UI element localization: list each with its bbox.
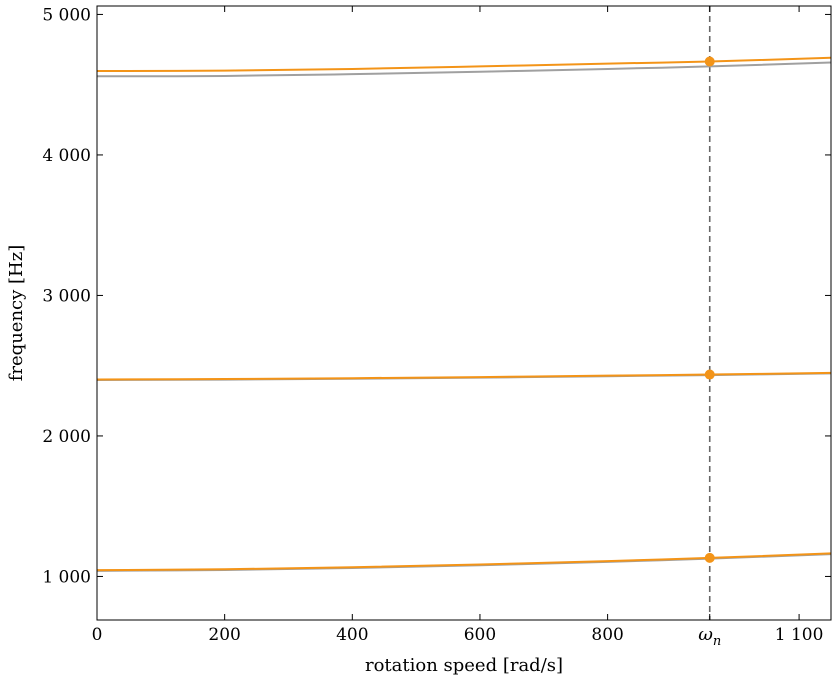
plot-area [97, 6, 831, 620]
ticks-layer: 0 200 400 600 800 ωn 1 100 1 000 2 000 3 000 4 000… [42, 5, 831, 649]
x-tick-label: 0 [92, 625, 103, 645]
series-line-2 [97, 56, 831, 73]
plot-layer [97, 6, 831, 620]
data-point-marker-3 [704, 552, 715, 563]
x-axis-label: rotation speed [rad/s] [365, 655, 563, 676]
x-tick-label: 800 [591, 625, 623, 645]
x-tick-label: 600 [464, 625, 496, 645]
series-line-6 [97, 552, 831, 572]
data-point-marker-2 [704, 369, 715, 380]
x-tick-label: 200 [208, 625, 240, 645]
y-tick-label: 5 000 [42, 5, 91, 25]
x-tick-label: 1 100 [775, 625, 824, 645]
x-tick-label: 400 [336, 625, 368, 645]
plot-frame [96, 5, 832, 621]
y-tick-label: 4 000 [42, 146, 91, 166]
y-tick-label: 2 000 [42, 427, 91, 447]
y-axis-label: frequency [Hz] [6, 245, 27, 381]
x-tick-label: ωn [698, 624, 721, 649]
y-tick-label: 3 000 [42, 286, 91, 306]
series-line-1 [97, 61, 831, 78]
y-tick-label: 1 000 [42, 567, 91, 587]
data-point-marker-1 [704, 56, 715, 67]
